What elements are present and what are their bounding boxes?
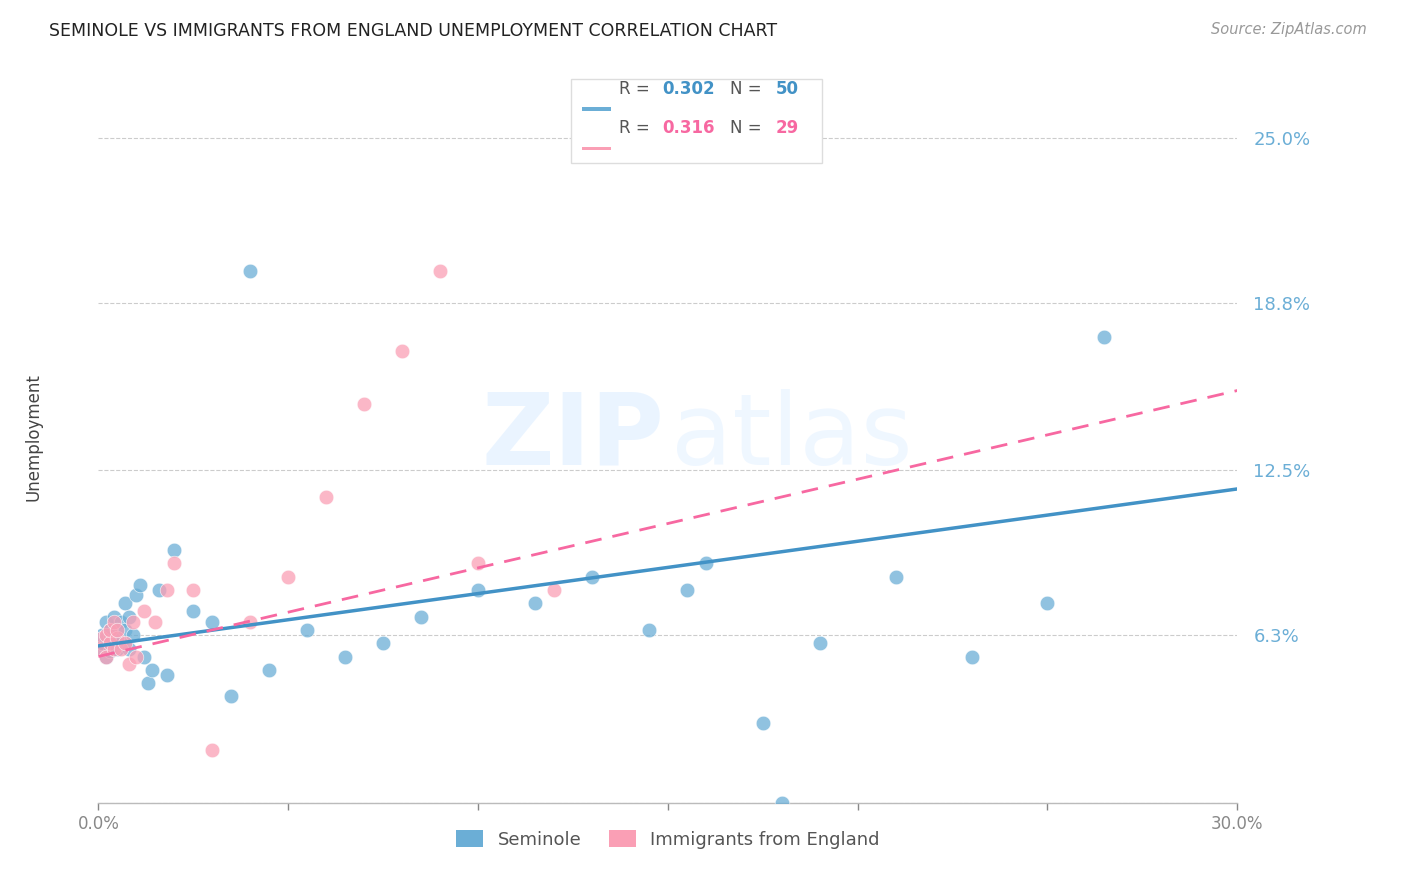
- Y-axis label: Unemployment: Unemployment: [25, 373, 42, 501]
- Text: atlas: atlas: [671, 389, 912, 485]
- Point: [163, 557, 186, 571]
- Point: [98, 644, 121, 658]
- Point: [201, 742, 224, 756]
- Point: [94, 649, 117, 664]
- Point: [91, 636, 114, 650]
- Text: 50: 50: [776, 79, 799, 98]
- Point: [94, 628, 117, 642]
- Point: [125, 649, 148, 664]
- Point: [107, 623, 129, 637]
- Point: [110, 641, 132, 656]
- Text: 29: 29: [776, 120, 799, 137]
- Point: [91, 631, 114, 645]
- Point: [201, 615, 224, 629]
- Point: [98, 628, 121, 642]
- FancyBboxPatch shape: [571, 78, 821, 163]
- Point: [110, 636, 132, 650]
- Point: [543, 582, 565, 597]
- Point: [129, 577, 152, 591]
- Point: [132, 649, 155, 664]
- Text: N =: N =: [731, 120, 768, 137]
- Point: [118, 641, 141, 656]
- Point: [335, 649, 357, 664]
- Point: [125, 588, 148, 602]
- Point: [259, 663, 281, 677]
- Point: [183, 604, 205, 618]
- Point: [581, 570, 603, 584]
- Point: [391, 343, 413, 358]
- Legend: Seminole, Immigrants from England: Seminole, Immigrants from England: [449, 823, 887, 856]
- Point: [429, 264, 451, 278]
- Point: [103, 615, 125, 629]
- Point: [98, 636, 121, 650]
- Point: [239, 615, 262, 629]
- Point: [884, 570, 907, 584]
- Point: [770, 796, 793, 810]
- Text: R =: R =: [619, 79, 655, 98]
- Point: [91, 641, 114, 656]
- Point: [752, 716, 775, 731]
- Point: [297, 623, 319, 637]
- Point: [467, 557, 489, 571]
- Point: [107, 623, 129, 637]
- Point: [91, 628, 114, 642]
- Point: [121, 615, 143, 629]
- Point: [156, 668, 179, 682]
- Point: [371, 636, 394, 650]
- Point: [221, 690, 243, 704]
- Text: 0.302: 0.302: [662, 79, 714, 98]
- Point: [136, 676, 159, 690]
- Point: [1036, 596, 1059, 610]
- Point: [467, 582, 489, 597]
- Point: [695, 557, 717, 571]
- Text: ZIP: ZIP: [482, 389, 665, 485]
- Point: [315, 490, 337, 504]
- Point: [114, 636, 136, 650]
- Point: [91, 641, 114, 656]
- Text: 0.316: 0.316: [662, 120, 714, 137]
- Point: [103, 636, 125, 650]
- Point: [114, 623, 136, 637]
- Text: Source: ZipAtlas.com: Source: ZipAtlas.com: [1211, 22, 1367, 37]
- Point: [148, 582, 170, 597]
- Text: N =: N =: [731, 79, 768, 98]
- Point: [118, 657, 141, 672]
- Point: [107, 631, 129, 645]
- Point: [676, 582, 699, 597]
- Point: [163, 543, 186, 558]
- Point: [98, 623, 121, 637]
- Point: [524, 596, 547, 610]
- Point: [94, 631, 117, 645]
- Point: [103, 609, 125, 624]
- FancyBboxPatch shape: [582, 146, 612, 150]
- Point: [103, 641, 125, 656]
- Point: [107, 641, 129, 656]
- Point: [121, 628, 143, 642]
- Point: [960, 649, 983, 664]
- Point: [94, 615, 117, 629]
- Point: [277, 570, 299, 584]
- Point: [353, 397, 375, 411]
- Point: [638, 623, 661, 637]
- Point: [98, 623, 121, 637]
- Point: [110, 615, 132, 629]
- Point: [239, 264, 262, 278]
- Point: [1094, 330, 1116, 344]
- Point: [145, 615, 167, 629]
- Text: R =: R =: [619, 120, 655, 137]
- Point: [94, 649, 117, 664]
- Point: [118, 609, 141, 624]
- Point: [132, 604, 155, 618]
- Point: [808, 636, 831, 650]
- Point: [141, 663, 163, 677]
- Point: [411, 609, 433, 624]
- Point: [114, 596, 136, 610]
- Text: SEMINOLE VS IMMIGRANTS FROM ENGLAND UNEMPLOYMENT CORRELATION CHART: SEMINOLE VS IMMIGRANTS FROM ENGLAND UNEM…: [49, 22, 778, 40]
- FancyBboxPatch shape: [582, 107, 612, 111]
- Point: [156, 582, 179, 597]
- Point: [183, 582, 205, 597]
